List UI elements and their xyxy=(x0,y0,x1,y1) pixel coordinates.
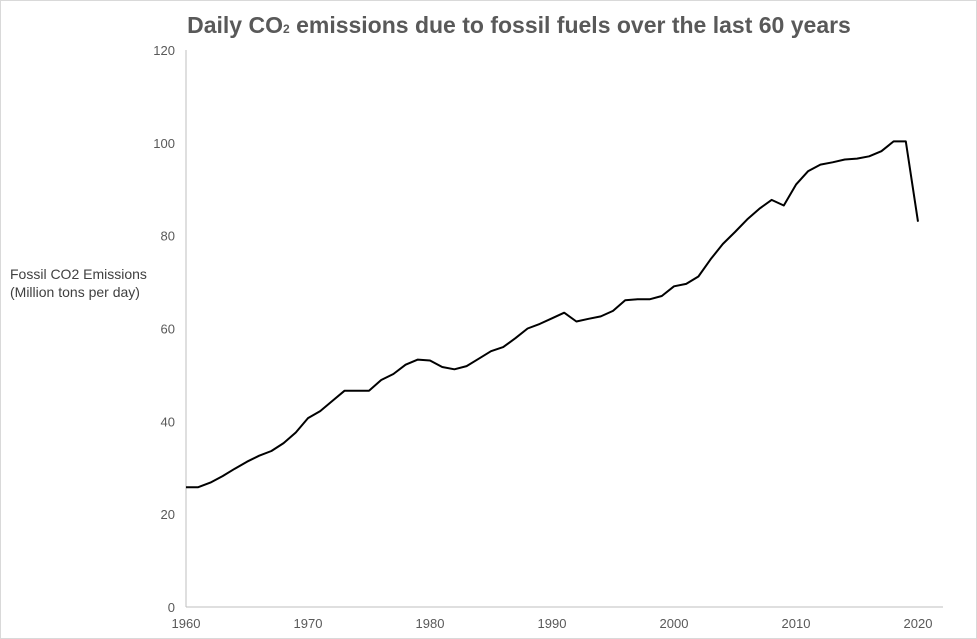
y-tick-label: 80 xyxy=(161,229,175,244)
y-tick-label: 60 xyxy=(161,322,175,337)
y-tick-label: 0 xyxy=(168,600,175,615)
y-axis-label-line2: (Million tons per day) xyxy=(10,284,140,300)
y-tick-label: 20 xyxy=(161,507,175,522)
y-axis-ticks: 0 20 40 60 80 100 120 xyxy=(153,43,175,615)
chart-title-prefix: Daily CO xyxy=(187,12,283,38)
chart-title: Daily CO2 emissions due to fossil fuels … xyxy=(0,12,977,39)
y-tick-label: 120 xyxy=(153,43,175,58)
x-tick-label: 1960 xyxy=(172,616,201,631)
series-line xyxy=(186,140,919,489)
y-tick-label: 40 xyxy=(161,414,175,429)
chart-title-suffix: emissions due to fossil fuels over the l… xyxy=(289,12,851,38)
y-axis-label-line1: Fossil CO2 Emissions xyxy=(10,266,147,282)
axes xyxy=(185,50,943,608)
y-tick-label: 100 xyxy=(153,136,175,151)
x-tick-label: 2000 xyxy=(660,616,689,631)
x-tick-label: 1990 xyxy=(538,616,567,631)
y-axis-label: Fossil CO2 Emissions (Million tons per d… xyxy=(10,265,147,301)
x-axis-ticks: 1960 1970 1980 1990 2000 2010 2020 xyxy=(172,616,933,631)
x-tick-label: 2010 xyxy=(782,616,811,631)
x-tick-label: 2020 xyxy=(904,616,933,631)
x-tick-label: 1970 xyxy=(294,616,323,631)
chart-title-subscript: 2 xyxy=(283,22,290,36)
x-tick-label: 1980 xyxy=(416,616,445,631)
series-lines xyxy=(186,140,919,489)
